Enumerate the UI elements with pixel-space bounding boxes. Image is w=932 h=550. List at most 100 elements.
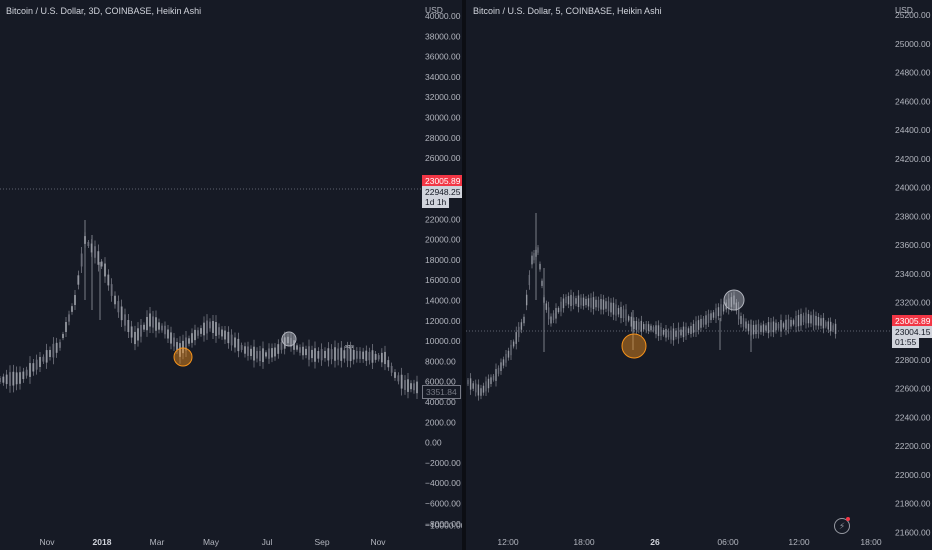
candle-body: [590, 297, 592, 308]
candle-body: [262, 348, 264, 363]
candle-body: [107, 274, 110, 286]
candle-body: [547, 307, 550, 320]
candle-body: [712, 312, 715, 318]
candle-body: [467, 379, 469, 385]
right-chart-pane[interactable]: 25200.00 25000.00 24800.00 24600.00 24400.00…: [466, 0, 932, 550]
candle-body: [740, 316, 742, 324]
candle-body: [237, 338, 240, 352]
candle-body: [71, 306, 73, 312]
candle-body: [29, 363, 31, 377]
candle-body: [640, 320, 642, 332]
candle-body: [620, 306, 622, 319]
right-chart-canvas[interactable]: 25200.00 25000.00 24800.00 24600.00 24400.00…: [466, 0, 932, 550]
x-axis-tick-label: 12:00: [497, 537, 519, 547]
x-axis-tick-label: Sep: [314, 537, 329, 547]
y-axis-tick-label: 22200.00: [895, 441, 931, 451]
candle-body: [630, 316, 633, 327]
x-axis-tick-label: 18:00: [860, 537, 882, 547]
candle-body: [0, 378, 1, 382]
candle-body: [582, 297, 585, 306]
candle-body: [359, 351, 361, 359]
left-low-price-tag: 3351.84: [422, 385, 461, 399]
right-current-price-tag: 23005.89: [892, 315, 932, 327]
candle-body: [120, 306, 123, 321]
y-axis-tick-label: 22000.00: [425, 214, 461, 224]
candle-body: [314, 348, 316, 362]
candle-body: [482, 385, 485, 393]
y-axis-tick-label: 30000.00: [425, 113, 461, 123]
candle-body: [179, 343, 181, 357]
highlight-circle-high: [723, 289, 745, 311]
candle-body: [472, 383, 474, 389]
candle-body: [690, 326, 692, 334]
candle-body: [697, 320, 700, 330]
candle-body: [337, 348, 340, 360]
candle-body: [531, 255, 533, 265]
candle-body: [557, 307, 560, 313]
candle-body: [645, 323, 647, 331]
candle-body: [182, 340, 184, 354]
candle-body: [595, 299, 597, 308]
y-axis-tick-label: 2000.00: [425, 417, 456, 427]
candle-body: [277, 344, 280, 354]
candle-body: [507, 350, 510, 358]
candle-body: [39, 357, 41, 367]
candle-body: [173, 337, 175, 347]
candle-body: [330, 349, 333, 360]
y-axis-tick-label: 26000.00: [425, 153, 461, 163]
candle-body: [500, 362, 502, 371]
candle-body: [80, 253, 83, 267]
candle-body: [221, 329, 223, 337]
y-axis-tick-label: 40000.00: [425, 11, 461, 21]
candle-body: [497, 367, 500, 374]
y-axis-tick-label: 0.00: [425, 438, 442, 448]
candle-body: [728, 298, 730, 310]
left-chart-pane[interactable]: 40000.00 38000.00 36000.00 34000.00 32000.00…: [0, 0, 464, 550]
candle-body: [87, 241, 90, 247]
candle-body: [397, 375, 400, 382]
candle-body: [655, 325, 657, 335]
candle-body: [772, 321, 775, 333]
candle-body: [805, 312, 807, 324]
candle-body: [672, 328, 675, 341]
pane-divider[interactable]: [462, 0, 466, 550]
y-axis-tick-label: 20000.00: [425, 235, 461, 245]
x-axis-tick-label: Nov: [39, 537, 55, 547]
candle-body: [74, 295, 76, 305]
candle-body: [355, 350, 358, 359]
candle-body: [545, 303, 548, 310]
candle-body: [643, 324, 645, 330]
candle-body: [146, 316, 148, 331]
candle-body: [572, 296, 575, 306]
candle-body: [117, 301, 120, 313]
candle-body: [130, 326, 133, 338]
candle-body: [777, 323, 780, 329]
y-axis-tick-label: 24400.00: [895, 125, 931, 135]
candle-body: [149, 313, 151, 327]
candle-body: [567, 296, 570, 305]
candle-body: [785, 319, 787, 331]
candle-body: [647, 324, 650, 331]
candle-body: [290, 337, 292, 348]
candle-body: [565, 296, 567, 304]
candle-body: [607, 301, 610, 312]
candle-body: [259, 350, 261, 362]
candle-body: [283, 337, 286, 349]
candle-body: [625, 309, 627, 321]
candle-body: [65, 322, 67, 332]
candle-body: [650, 325, 652, 331]
candle-body: [19, 372, 21, 384]
candle-body: [12, 371, 15, 386]
candle-body: [287, 336, 289, 344]
left-chart-canvas[interactable]: 40000.00 38000.00 36000.00 34000.00 32000.00…: [0, 0, 462, 550]
candle-body: [767, 322, 770, 334]
candle-body: [152, 316, 154, 328]
candle-body: [667, 331, 670, 338]
candle-body: [747, 323, 750, 332]
left-countdown-tag: 1d 1h: [422, 196, 450, 208]
candle-body: [280, 342, 283, 350]
candle-body: [710, 313, 712, 321]
highlight-circle-low: [173, 347, 193, 367]
highlight-circle-low: [621, 333, 647, 359]
lightning-bolt-icon[interactable]: ⚡: [834, 518, 850, 534]
